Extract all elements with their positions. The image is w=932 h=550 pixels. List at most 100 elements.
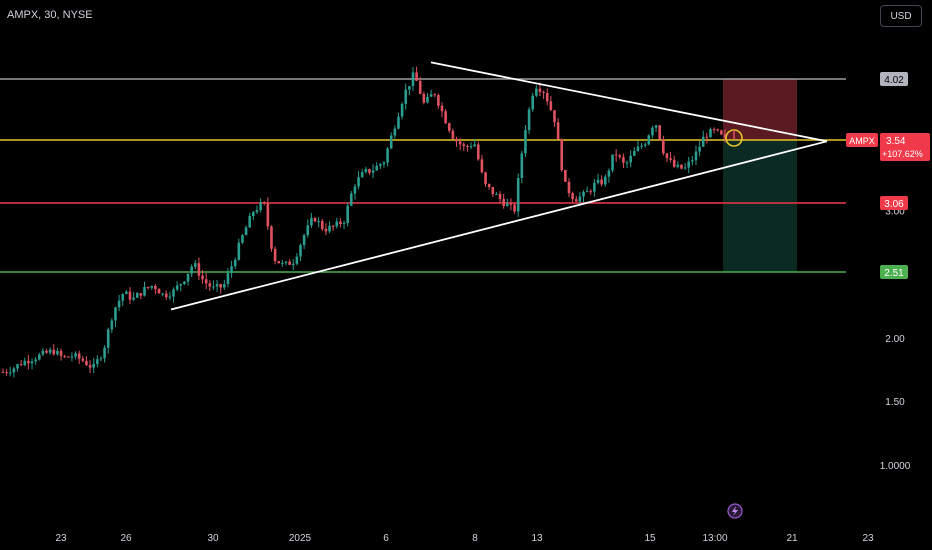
candle-body xyxy=(248,216,252,228)
candle-body xyxy=(582,192,585,197)
candle-body xyxy=(63,355,66,357)
price-axis[interactable]: 1.0000 1.50 2.00 3.00 xyxy=(880,207,911,472)
candle-body xyxy=(150,285,154,288)
last-price-box xyxy=(880,133,930,161)
candle-body xyxy=(444,111,447,124)
y-tick-label: 2.00 xyxy=(885,334,905,345)
candle-body xyxy=(422,93,426,103)
candle-body xyxy=(81,358,85,361)
candle-body xyxy=(270,226,273,249)
candle-body xyxy=(233,259,237,267)
candle-body xyxy=(157,289,161,294)
triangle-upper-line[interactable] xyxy=(430,61,828,143)
candle-body xyxy=(716,129,720,131)
candle-body xyxy=(70,356,74,358)
currency-button[interactable]: USD xyxy=(880,5,922,27)
candle-body xyxy=(382,162,386,165)
candle-body xyxy=(498,193,502,200)
candle-body xyxy=(23,360,27,366)
candle-body xyxy=(622,157,625,163)
candle-body xyxy=(223,283,226,288)
candle-body xyxy=(328,225,331,232)
candle-body xyxy=(723,134,727,138)
level-labels: 4.02 3.06 2.51 AMPX 3.54 +107.62% xyxy=(846,72,930,279)
candle-body xyxy=(212,286,215,288)
candle-body xyxy=(193,263,197,267)
triangle-lower-line[interactable] xyxy=(170,140,828,311)
candle-body xyxy=(484,172,487,184)
last-price-value: 3.54 xyxy=(886,136,906,147)
candle-body xyxy=(665,153,669,159)
candle-body xyxy=(553,110,556,123)
candle-body xyxy=(469,146,473,148)
candle-body xyxy=(437,95,440,106)
candle-body xyxy=(379,164,382,166)
candle-body xyxy=(647,135,651,145)
candle-body xyxy=(418,80,422,94)
candle-body xyxy=(201,275,204,280)
x-tick-label: 23 xyxy=(55,533,67,544)
candle-body xyxy=(85,360,88,366)
reward-zone xyxy=(723,140,797,272)
candle-body xyxy=(408,86,411,90)
candle-body xyxy=(175,285,179,290)
candle-body xyxy=(291,263,295,265)
candle-body xyxy=(186,273,190,282)
candle-body xyxy=(110,320,114,330)
candle-body xyxy=(1,372,5,374)
candle-body xyxy=(625,162,629,164)
candle-body xyxy=(45,350,48,353)
x-tick-label: 13 xyxy=(531,533,543,544)
candle-body xyxy=(8,372,12,374)
candle-body xyxy=(651,127,654,136)
candle-body xyxy=(426,96,429,103)
candle-body xyxy=(411,72,415,87)
candle-body xyxy=(241,235,244,243)
candle-body xyxy=(527,109,531,131)
candle-body xyxy=(680,164,683,169)
candle-body xyxy=(353,186,357,194)
candle-body xyxy=(288,261,291,265)
candle-body xyxy=(712,129,716,131)
candles-layer xyxy=(1,66,727,378)
candle-body xyxy=(179,284,183,286)
x-tick-label: 2025 xyxy=(289,533,312,544)
candle-body xyxy=(687,161,691,168)
candle-body xyxy=(506,203,509,207)
candle-body xyxy=(429,94,433,97)
candle-body xyxy=(339,221,342,225)
candle-body xyxy=(96,359,99,364)
triangle-pattern[interactable] xyxy=(170,61,828,311)
candle-body xyxy=(393,128,397,136)
candle-body xyxy=(720,130,723,135)
candle-body xyxy=(632,150,636,156)
candle-body xyxy=(589,191,593,193)
candle-body xyxy=(190,266,193,274)
last-price-change: +107.62% xyxy=(882,149,923,159)
candle-body xyxy=(607,170,611,177)
candle-body xyxy=(139,293,143,296)
horizontal-levels[interactable] xyxy=(0,78,846,273)
symbol-tag: AMPX xyxy=(849,136,875,146)
candle-body xyxy=(487,183,491,188)
candle-body xyxy=(237,242,241,260)
candle-body xyxy=(531,95,535,110)
candle-body xyxy=(128,291,132,300)
position-zones xyxy=(723,79,797,272)
candle-body xyxy=(636,146,640,151)
lightning-icon[interactable] xyxy=(727,503,743,519)
candle-body xyxy=(74,353,77,357)
level-price-box xyxy=(880,196,908,210)
candle-body xyxy=(143,286,146,296)
candle-body xyxy=(375,165,378,171)
candle-body xyxy=(538,88,542,93)
time-axis[interactable]: 23 26 30 2025 6 8 13 15 13:00 21 23 xyxy=(55,533,874,544)
candle-body xyxy=(691,160,694,162)
candle-body xyxy=(400,104,404,117)
candle-body xyxy=(535,88,538,96)
candle-body xyxy=(132,297,135,300)
candle-body xyxy=(277,261,281,264)
candle-body xyxy=(335,221,339,227)
x-tick-label: 6 xyxy=(383,533,389,544)
